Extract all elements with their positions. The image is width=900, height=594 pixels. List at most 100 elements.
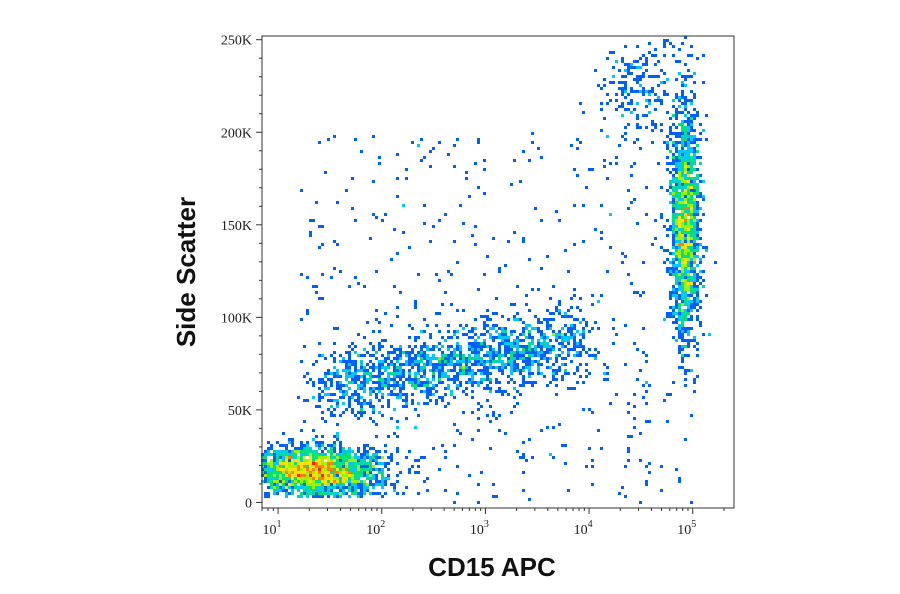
density-dot — [684, 237, 687, 240]
density-dot — [456, 354, 459, 357]
density-dot — [690, 114, 693, 117]
density-dot — [393, 372, 396, 375]
density-dot — [696, 300, 699, 303]
density-dot — [285, 468, 288, 471]
density-dot — [675, 228, 678, 231]
density-dot — [444, 405, 447, 408]
density-dot — [504, 363, 507, 366]
density-dot — [543, 357, 546, 360]
density-dot — [588, 372, 591, 375]
density-dot — [348, 381, 351, 384]
density-dot — [522, 366, 525, 369]
density-dot — [639, 75, 642, 78]
density-dot — [372, 405, 375, 408]
density-dot — [684, 300, 687, 303]
density-dot — [303, 345, 306, 348]
density-dot — [528, 360, 531, 363]
density-dot — [648, 42, 651, 45]
density-dot — [381, 363, 384, 366]
density-dot — [489, 381, 492, 384]
density-dot — [519, 180, 522, 183]
density-dot — [681, 270, 684, 273]
density-dot — [321, 381, 324, 384]
density-dot — [483, 321, 486, 324]
density-dot — [642, 261, 645, 264]
density-dot — [696, 192, 699, 195]
density-dot — [315, 489, 318, 492]
density-dot — [570, 330, 573, 333]
density-dot — [582, 327, 585, 330]
density-dot — [357, 471, 360, 474]
density-dot — [681, 219, 684, 222]
density-dot — [696, 273, 699, 276]
density-dot — [621, 105, 624, 108]
density-dot — [675, 207, 678, 210]
density-dot — [360, 381, 363, 384]
density-dot — [672, 210, 675, 213]
density-dot — [459, 366, 462, 369]
density-dot — [582, 240, 585, 243]
density-dot — [675, 93, 678, 96]
density-dot — [372, 381, 375, 384]
density-dot — [297, 495, 300, 498]
density-dot — [330, 492, 333, 495]
density-dot — [303, 444, 306, 447]
density-dot — [378, 345, 381, 348]
density-dot — [264, 495, 267, 498]
density-dot — [582, 111, 585, 114]
density-dot — [678, 264, 681, 267]
density-dot — [669, 180, 672, 183]
density-dot — [441, 396, 444, 399]
density-dot — [504, 366, 507, 369]
density-dot — [672, 201, 675, 204]
density-dot — [333, 480, 336, 483]
density-dot — [555, 333, 558, 336]
density-dot — [570, 360, 573, 363]
density-dot — [333, 453, 336, 456]
density-dot — [303, 375, 306, 378]
density-dot — [513, 381, 516, 384]
density-dot — [633, 141, 636, 144]
density-dot — [378, 480, 381, 483]
density-dot — [690, 141, 693, 144]
density-dot — [348, 405, 351, 408]
density-dot — [651, 87, 654, 90]
density-dot — [489, 420, 492, 423]
density-dot — [327, 492, 330, 495]
density-dot — [573, 354, 576, 357]
density-dot — [567, 387, 570, 390]
density-dot — [336, 435, 339, 438]
density-dot — [540, 336, 543, 339]
density-dot — [321, 390, 324, 393]
density-dot — [414, 345, 417, 348]
density-dot — [480, 333, 483, 336]
density-dot — [690, 240, 693, 243]
density-dot — [303, 399, 306, 402]
density-dot — [342, 384, 345, 387]
density-dot — [468, 366, 471, 369]
density-dot — [657, 75, 660, 78]
density-dot — [678, 156, 681, 159]
density-dot — [699, 174, 702, 177]
density-dot — [312, 465, 315, 468]
density-dot — [687, 195, 690, 198]
density-dot — [699, 123, 702, 126]
density-dot — [288, 453, 291, 456]
density-dot — [690, 258, 693, 261]
density-dot — [315, 486, 318, 489]
density-dot — [690, 276, 693, 279]
density-dot — [384, 213, 387, 216]
density-dot — [528, 345, 531, 348]
density-dot — [654, 108, 657, 111]
density-dot — [624, 96, 627, 99]
density-dot — [573, 327, 576, 330]
density-dot — [555, 309, 558, 312]
density-dot — [462, 366, 465, 369]
density-dot — [420, 375, 423, 378]
density-dot — [681, 42, 684, 45]
density-dot — [504, 339, 507, 342]
density-dot — [681, 294, 684, 297]
density-dot — [333, 375, 336, 378]
density-dot — [351, 411, 354, 414]
density-dot — [360, 375, 363, 378]
